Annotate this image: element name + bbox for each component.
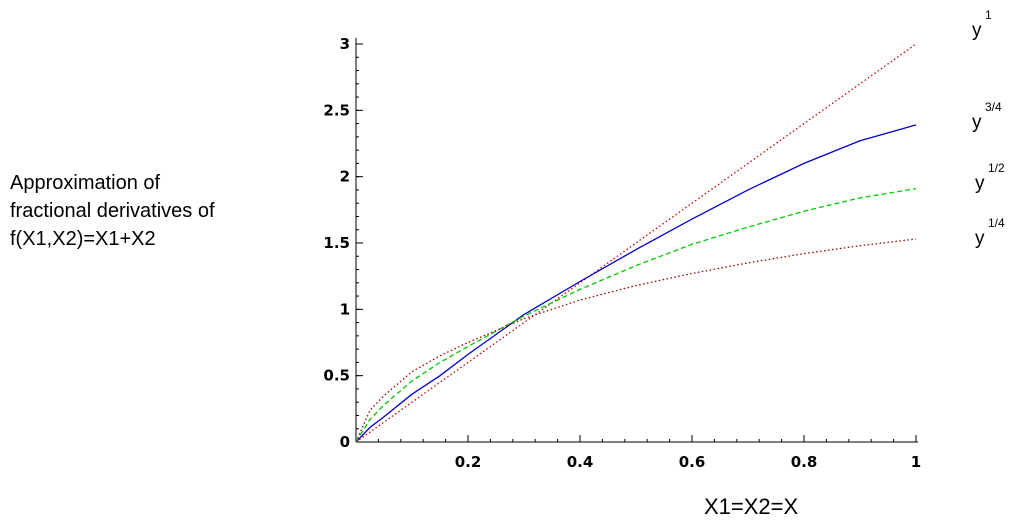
x-tick-label: 0.8: [791, 453, 818, 471]
chart-title-line-2: fractional derivatives of: [10, 200, 215, 222]
y-tick-label: 1.5: [323, 234, 350, 252]
series-label-y1-exponent: 1: [985, 8, 992, 22]
chart-title-line-1: Approximation of: [10, 172, 161, 194]
series-label-y14-exponent: 1/4: [988, 216, 1005, 230]
series-label-y34-base: y: [972, 112, 982, 133]
series-label-y34-exponent: 3/4: [985, 100, 1002, 114]
x-tick-label: 0.2: [455, 453, 482, 471]
y-tick-label: 0: [340, 433, 350, 451]
y-tick-label: 3: [340, 35, 350, 53]
series-label-y34: y 3/4: [972, 100, 1002, 134]
y-tick-label: 2.5: [323, 101, 350, 119]
series-label-y14: y 1/4: [975, 216, 1005, 250]
series-label-y12: y 1/2: [975, 161, 1005, 195]
series-label-y14-base: y: [975, 228, 985, 249]
x-tick-label: 0.6: [679, 453, 706, 471]
series-line-1: [355, 124, 917, 443]
x-tick-label: 0.4: [567, 453, 594, 471]
series-label-y12-base: y: [975, 173, 985, 194]
chart-title-line-3: f(X1,X2)=X1+X2: [10, 228, 156, 250]
series-label-y12-exponent: 1/2: [988, 161, 1005, 175]
y-tick-label: 0.5: [323, 367, 350, 385]
x-tick-label: 1: [911, 453, 921, 471]
series-line-3: [355, 238, 917, 443]
y-tick-label: 2: [340, 168, 350, 186]
series-line-2: [355, 187, 917, 443]
series-line-0: [355, 43, 917, 443]
y-tick-label: 1: [340, 300, 350, 318]
x-axis-label: X1=X2=X: [704, 494, 799, 519]
series-label-y1-base: y: [972, 20, 982, 41]
series-label-y1: y 1: [972, 8, 992, 42]
